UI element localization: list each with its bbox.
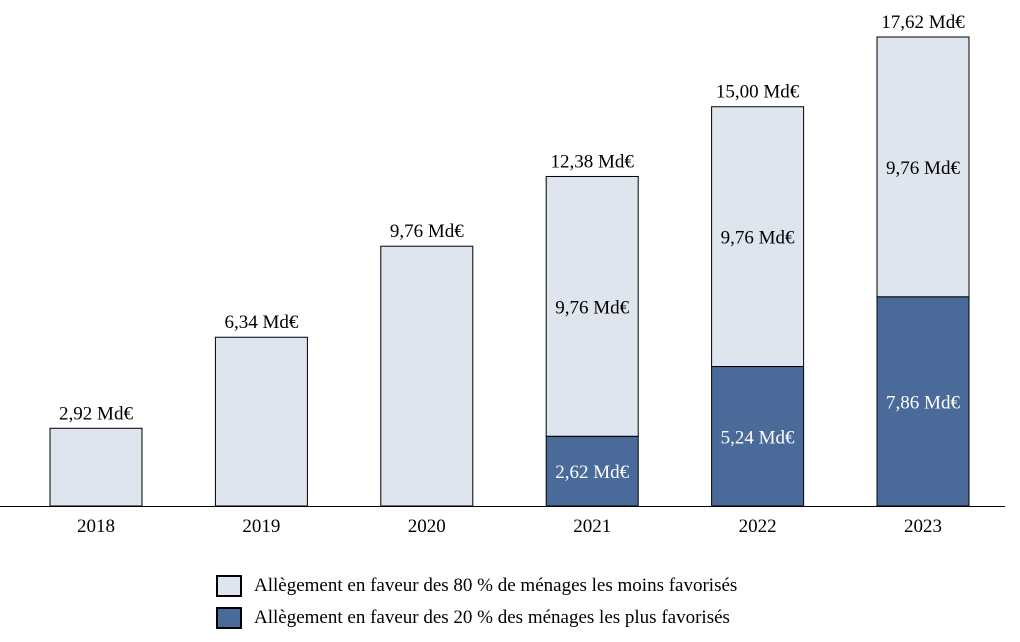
x-tick-label: 2019 [242, 516, 280, 537]
total-label: 17,62 Md€ [881, 12, 965, 33]
bar-segment [545, 175, 639, 437]
x-tick-label: 2023 [904, 516, 942, 537]
segment-label: 5,24 Md€ [721, 427, 795, 448]
legend-label: Allègement en faveur des 80 % de ménages… [254, 575, 738, 596]
total-label: 15,00 Md€ [716, 82, 800, 103]
bar-segment [876, 296, 970, 507]
legend-item-80-percent: Allègement en faveur des 80 % de ménages… [216, 570, 737, 602]
total-label: 6,34 Md€ [224, 312, 298, 333]
x-tick-label: 2018 [77, 516, 115, 537]
bar-segment [49, 427, 143, 507]
segment-label: 9,76 Md€ [886, 158, 960, 179]
bar-segment [380, 245, 474, 507]
bar-segment [214, 336, 308, 507]
segment-label: 9,76 Md€ [555, 297, 629, 318]
legend: Allègement en faveur des 80 % de ménages… [216, 570, 737, 634]
x-tick-label: 2021 [573, 516, 611, 537]
legend-item-20-percent: Allègement en faveur des 20 % des ménage… [216, 602, 737, 634]
x-tick-label: 2020 [408, 516, 446, 537]
segment-label: 7,86 Md€ [886, 392, 960, 413]
total-label: 12,38 Md€ [550, 151, 634, 172]
segment-label: 2,62 Md€ [555, 462, 629, 483]
legend-swatch-dark [216, 607, 242, 629]
x-tick-label: 2022 [739, 516, 777, 537]
bar-segment [876, 36, 970, 298]
bar-segment [545, 435, 639, 507]
stacked-bar-chart: 2,92 Md€ 2018 6,34 Md€ 2019 9,76 Md€ 2020 2,62… [0, 12, 1005, 537]
segment-label: 9,76 Md€ [721, 228, 795, 249]
total-label: 9,76 Md€ [390, 221, 464, 242]
total-label: 2,92 Md€ [59, 403, 133, 424]
legend-swatch-light [216, 575, 242, 597]
bar-segment [711, 106, 805, 368]
legend-label: Allègement en faveur des 20 % des ménage… [254, 607, 730, 628]
